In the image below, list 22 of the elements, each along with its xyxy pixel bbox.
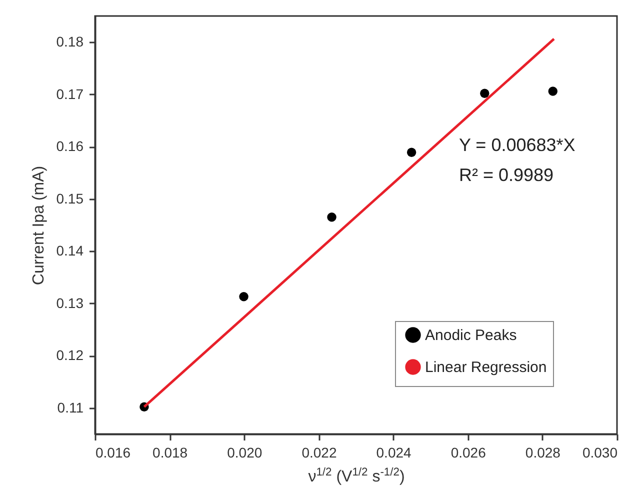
- x-tick-label: 0.022: [302, 444, 337, 460]
- y-axis-title: Current Ipa (mA): [30, 166, 48, 286]
- x-tick-label: 0.020: [227, 444, 262, 460]
- y-tick-label: 0.15: [56, 190, 84, 206]
- x-tick-label: 0.018: [152, 444, 188, 460]
- y-tick-label: 0.11: [57, 399, 84, 416]
- x-tick-label: 0.016: [96, 444, 131, 460]
- annotation: Y = 0.00683*X: [459, 135, 576, 155]
- x-tick-label: 0.030: [582, 444, 618, 460]
- y-tick-label: 0.18: [56, 34, 84, 50]
- y-tick-label: 0.12: [56, 347, 84, 364]
- y-tick-label: 0.17: [56, 86, 84, 102]
- x-tick-label: 0.024: [376, 444, 412, 460]
- y-tick-label: 0.13: [56, 294, 84, 311]
- x-tick-label: 0.026: [450, 444, 486, 460]
- x-axis-title: ν$^{1/2}$ (V$^{1/2}$ s$^{-1/2}$): [308, 466, 405, 486]
- y-tick-label: 0.16: [56, 138, 84, 154]
- legend-label: Anodic Peaks: [425, 327, 517, 344]
- legend-label: Linear Regression: [425, 359, 547, 376]
- x-tick-label: 0.028: [525, 444, 561, 460]
- annotation: R² = 0.9989: [459, 165, 554, 185]
- y-tick-label: 0.14: [56, 242, 84, 259]
